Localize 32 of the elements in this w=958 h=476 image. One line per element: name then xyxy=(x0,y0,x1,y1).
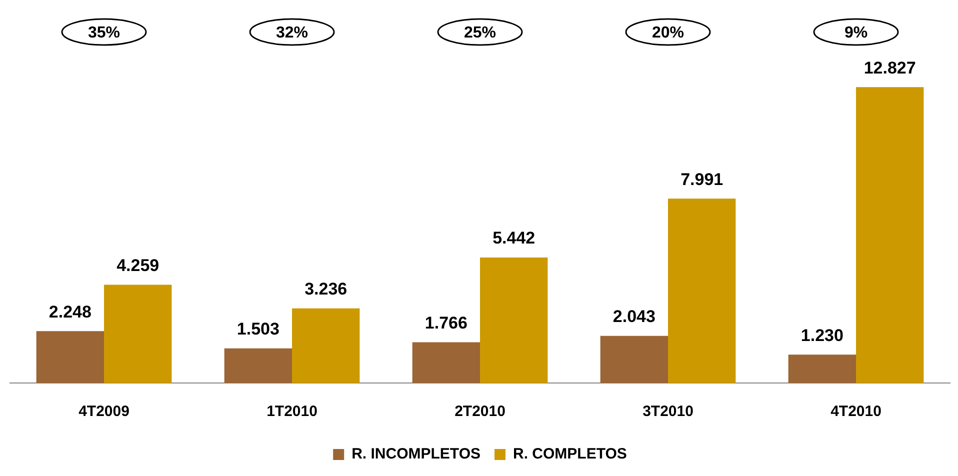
data-label: 3.236 xyxy=(304,280,348,299)
bar xyxy=(104,284,172,383)
bar xyxy=(856,87,924,383)
bar xyxy=(600,336,668,383)
data-label: 1.766 xyxy=(424,313,468,332)
x-tick-label: 4T2009 xyxy=(78,403,130,420)
legend-label: R. INCOMPLETOS xyxy=(352,446,481,463)
text: 20% xyxy=(652,24,684,42)
text: 9% xyxy=(844,24,868,42)
x-tick-label: 1T2010 xyxy=(266,403,318,420)
data-label: 2.043 xyxy=(612,307,656,326)
x-tick-label: 2T2010 xyxy=(454,403,506,420)
data-label: 4.259 xyxy=(116,256,160,275)
bar xyxy=(224,348,292,383)
x-tick-label: 4T2010 xyxy=(830,403,882,420)
bar xyxy=(292,308,360,383)
data-label: 1.503 xyxy=(236,320,280,339)
bar xyxy=(480,257,548,383)
text: 32% xyxy=(276,24,308,42)
text: 35% xyxy=(88,24,120,42)
bar xyxy=(788,354,856,383)
data-label: 2.248 xyxy=(48,302,92,322)
x-tick-label: 3T2010 xyxy=(642,403,694,420)
bar xyxy=(412,342,480,383)
bar xyxy=(668,198,736,383)
data-label: 12.827 xyxy=(864,58,916,78)
data-label: 5.442 xyxy=(492,228,536,248)
data-label: 7.991 xyxy=(680,170,724,189)
text: 25% xyxy=(464,24,496,42)
legend-label: R. COMPLETOS xyxy=(513,446,627,463)
data-label: 1.230 xyxy=(800,326,844,345)
bar xyxy=(36,331,104,383)
